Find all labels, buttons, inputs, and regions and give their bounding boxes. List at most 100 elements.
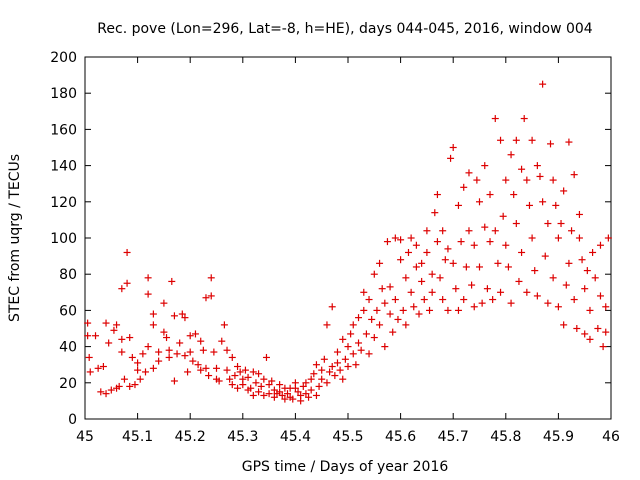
data-point: [365, 350, 373, 358]
data-point: [349, 350, 357, 358]
data-point: [594, 325, 602, 332]
data-point: [312, 391, 320, 399]
data-point: [312, 361, 320, 369]
data-point: [168, 277, 176, 285]
data-point: [507, 299, 515, 307]
data-point: [407, 234, 415, 242]
data-point: [586, 335, 594, 343]
data-point: [520, 115, 528, 123]
data-point: [397, 256, 405, 264]
data-point: [412, 263, 420, 271]
data-point: [86, 368, 94, 376]
data-point: [386, 310, 394, 318]
data-point: [136, 375, 144, 383]
x-tick-label: 45.5: [332, 429, 363, 445]
data-point: [323, 321, 331, 329]
data-point: [249, 391, 257, 399]
x-tick-label: 45.8: [490, 429, 521, 445]
x-tick-label: 45.4: [280, 429, 311, 445]
data-point: [141, 368, 149, 376]
data-point: [549, 274, 557, 282]
data-point: [539, 80, 547, 88]
x-tick-label: 45.6: [385, 429, 416, 445]
data-point: [476, 263, 483, 271]
data-point: [270, 386, 278, 394]
data-point: [231, 372, 239, 380]
data-point: [223, 346, 231, 354]
data-point: [552, 201, 560, 209]
x-tick-label: 45.2: [175, 429, 206, 445]
data-point: [328, 363, 336, 371]
data-point: [554, 303, 562, 311]
data-point: [460, 183, 468, 191]
data-point: [360, 288, 368, 296]
data-point: [449, 259, 457, 267]
data-point: [291, 379, 299, 387]
data-point: [568, 227, 576, 235]
data-point: [220, 321, 228, 329]
data-point: [226, 375, 234, 383]
data-point: [318, 375, 326, 383]
data-point: [581, 330, 589, 338]
x-tick-label: 45: [76, 429, 94, 445]
data-point: [470, 241, 478, 249]
y-tick-label: 40: [59, 340, 77, 356]
data-point: [120, 375, 128, 383]
data-point: [565, 259, 573, 267]
data-point: [84, 319, 92, 327]
data-point: [502, 241, 510, 249]
data-point: [123, 279, 131, 287]
y-tick-label: 80: [59, 267, 77, 283]
data-point: [383, 238, 391, 246]
data-point: [126, 382, 134, 390]
data-point: [247, 384, 255, 392]
data-point: [244, 373, 252, 381]
data-point: [255, 388, 263, 396]
data-point: [483, 285, 491, 293]
data-point: [118, 348, 126, 356]
data-point: [481, 162, 489, 170]
data-point: [181, 352, 189, 360]
data-point: [507, 151, 515, 159]
data-point: [578, 256, 586, 264]
data-point: [531, 267, 539, 275]
data-point: [494, 259, 502, 267]
data-point: [476, 198, 483, 206]
data-point: [465, 169, 473, 177]
data-point: [581, 285, 589, 293]
data-point: [447, 154, 455, 162]
data-point: [436, 274, 444, 282]
data-point: [178, 310, 186, 318]
data-point: [144, 274, 152, 282]
data-point: [205, 372, 213, 380]
x-tick-label: 45.1: [122, 429, 153, 445]
data-point: [339, 335, 347, 343]
x-tick-label: 45.9: [543, 429, 574, 445]
data-point: [365, 296, 373, 304]
y-tick-label: 180: [50, 86, 77, 102]
data-point: [278, 391, 286, 399]
data-point: [347, 330, 355, 338]
data-point: [289, 395, 297, 403]
data-point: [454, 201, 462, 209]
data-point: [423, 227, 431, 235]
data-point: [336, 366, 344, 374]
data-point: [249, 368, 257, 376]
data-point: [349, 321, 357, 329]
data-point: [394, 315, 402, 323]
data-point: [102, 390, 110, 398]
data-point: [549, 176, 557, 184]
data-point: [149, 364, 157, 372]
data-point: [541, 252, 549, 260]
y-tick-label: 20: [59, 376, 77, 392]
data-point: [128, 353, 136, 361]
data-point: [123, 248, 131, 256]
data-point: [404, 248, 412, 256]
data-point: [528, 234, 536, 242]
data-point: [533, 162, 541, 170]
data-point: [176, 339, 184, 347]
data-point: [596, 292, 604, 300]
data-point: [376, 259, 384, 267]
data-point: [113, 321, 121, 329]
data-point: [428, 288, 436, 296]
